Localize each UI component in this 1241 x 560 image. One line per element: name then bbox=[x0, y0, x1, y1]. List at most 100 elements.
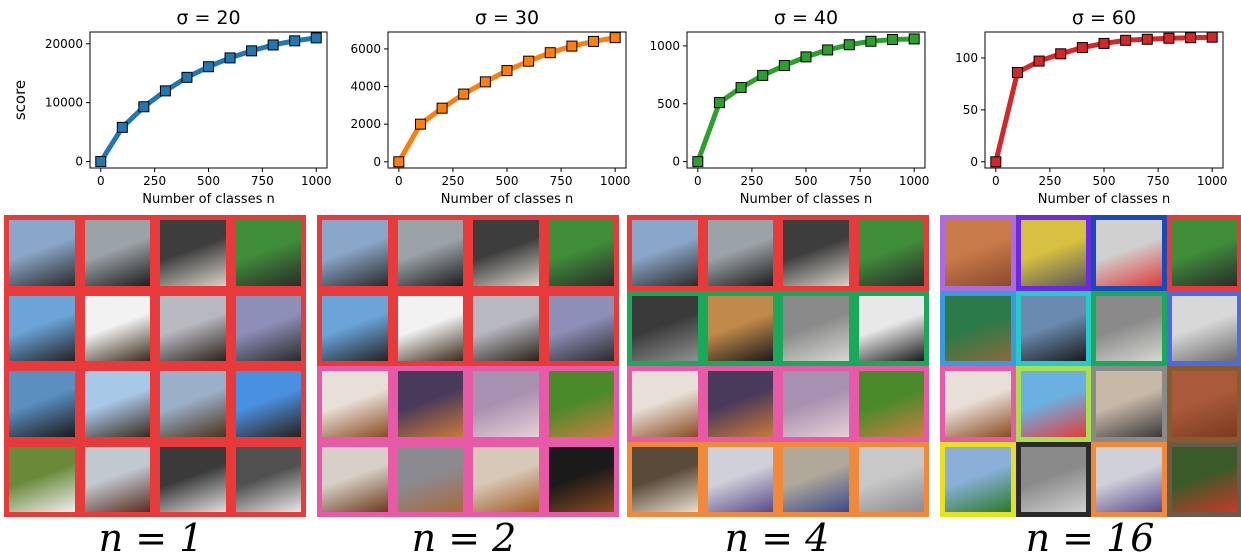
image-cell-spaniel-pink bbox=[468, 366, 544, 442]
eagle-head-white-photo bbox=[398, 296, 464, 362]
image-grid-3 bbox=[627, 215, 929, 517]
green-tractor-photo bbox=[945, 447, 1011, 513]
data-point bbox=[1099, 38, 1109, 48]
eagle-pair-photo bbox=[322, 220, 388, 286]
data-point bbox=[909, 34, 919, 44]
car-radio-photo bbox=[632, 296, 698, 362]
image-cell-spaniel-ears bbox=[468, 442, 544, 518]
data-point bbox=[394, 157, 404, 167]
eagle-pair-photo bbox=[9, 220, 75, 286]
n-label-2: n = 2 bbox=[313, 518, 615, 558]
image-cell-spaniel-face bbox=[627, 366, 703, 442]
image-cell-alloy-wheel bbox=[1016, 442, 1092, 518]
x-tick-label: 0 bbox=[992, 174, 1000, 188]
data-point bbox=[801, 52, 811, 62]
image-cell-sneaker-purple bbox=[703, 442, 779, 518]
image-cell-spaniel-face bbox=[940, 366, 1016, 442]
spaniel-blue-bow-photo bbox=[398, 371, 464, 437]
alarm-clock-photo bbox=[783, 296, 849, 362]
series-line bbox=[399, 38, 615, 162]
image-cell-eagle-bw bbox=[155, 442, 231, 518]
data-point bbox=[1077, 43, 1087, 53]
spaniel-ears-photo bbox=[473, 447, 539, 513]
data-point bbox=[268, 40, 278, 50]
eagle-snow-photo bbox=[236, 447, 302, 513]
sneakers-worn-photo bbox=[632, 447, 698, 513]
rooster-photo bbox=[1172, 447, 1238, 513]
x-axis-label: Number of classes n bbox=[142, 192, 274, 207]
image-cell-eagle-sky bbox=[317, 291, 393, 367]
image-cell-eagle-flying bbox=[231, 291, 307, 367]
y-tick-label: 0 bbox=[75, 155, 83, 169]
x-tick-label: 500 bbox=[197, 174, 220, 188]
image-cell-sneaker-purple bbox=[1091, 442, 1167, 518]
x-axis-label: Number of classes n bbox=[740, 192, 872, 207]
x-tick-label: 750 bbox=[550, 174, 573, 188]
data-point bbox=[589, 36, 599, 46]
helmet-photo bbox=[1096, 220, 1162, 286]
data-point bbox=[693, 157, 703, 167]
eagle-flying-photo bbox=[236, 296, 302, 362]
image-cell-spaniel-sleeping bbox=[544, 442, 620, 518]
data-point bbox=[1012, 67, 1022, 77]
image-cell-spaniel-blue-bow bbox=[393, 366, 469, 442]
y-tick-label: 0 bbox=[373, 155, 381, 169]
brick-wall-photo bbox=[1172, 371, 1238, 437]
image-cell-eagle-dark bbox=[155, 291, 231, 367]
data-point bbox=[610, 33, 620, 43]
image-cell-eagle-on-grass bbox=[854, 215, 930, 291]
y-tick-label: 500 bbox=[657, 97, 680, 111]
image-cell-eagle-on-grass bbox=[1167, 215, 1241, 291]
y-tick-label: 6000 bbox=[350, 42, 381, 56]
image-cell-eagle-standing bbox=[80, 215, 156, 291]
image-grid-2 bbox=[317, 215, 619, 517]
parachute-photo bbox=[1021, 371, 1087, 437]
image-cell-sneaker-silver bbox=[854, 442, 930, 518]
axes-frame bbox=[90, 32, 327, 168]
data-point bbox=[758, 70, 768, 80]
data-point bbox=[160, 86, 170, 96]
image-cell-eagle-pair bbox=[317, 215, 393, 291]
x-tick-label: 250 bbox=[441, 174, 464, 188]
data-point bbox=[225, 53, 235, 63]
x-tick-label: 500 bbox=[1093, 174, 1116, 188]
image-cell-eagle-portrait bbox=[4, 442, 80, 518]
spaniel-pink-photo bbox=[473, 371, 539, 437]
data-point bbox=[736, 83, 746, 93]
eagle-standing-photo bbox=[398, 220, 464, 286]
image-cell-eagle-head bbox=[778, 215, 854, 291]
data-point bbox=[502, 66, 512, 76]
sneaker-purple-photo bbox=[708, 447, 774, 513]
x-tick-label: 0 bbox=[97, 174, 105, 188]
data-point bbox=[866, 36, 876, 46]
image-cell-car-radio bbox=[627, 291, 703, 367]
data-point bbox=[567, 41, 577, 51]
desk-monitor-photo bbox=[1021, 296, 1087, 362]
image-cell-alarm-clock bbox=[1091, 291, 1167, 367]
image-cell-eagle-flying bbox=[544, 291, 620, 367]
image-cell-eagle-snow bbox=[231, 442, 307, 518]
spaniel-face-photo bbox=[945, 371, 1011, 437]
data-point bbox=[117, 122, 127, 132]
chart-title: σ = 20 bbox=[176, 7, 240, 29]
image-cell-spaniel-longhair bbox=[317, 442, 393, 518]
spaniel-couch-photo bbox=[398, 447, 464, 513]
image-cell-eagle-on-grass bbox=[231, 215, 307, 291]
eagle-branch-photo bbox=[85, 371, 151, 437]
x-axis-label: Number of classes n bbox=[441, 192, 573, 207]
data-point bbox=[1186, 33, 1196, 43]
image-cell-eagle-tree bbox=[4, 366, 80, 442]
eagle-on-grass-photo bbox=[1172, 220, 1238, 286]
chrome-armor-photo bbox=[1172, 296, 1238, 362]
image-grid-4 bbox=[940, 215, 1241, 517]
image-cell-eagle-standing bbox=[703, 215, 779, 291]
data-point bbox=[415, 119, 425, 129]
eagle-dark-photo bbox=[473, 296, 539, 362]
image-grid-1 bbox=[4, 215, 306, 517]
image-cell-spaniel-grass bbox=[854, 366, 930, 442]
image-cell-pool-table bbox=[940, 291, 1016, 367]
image-cell-chrome-armor bbox=[1167, 291, 1241, 367]
data-point bbox=[545, 48, 555, 58]
